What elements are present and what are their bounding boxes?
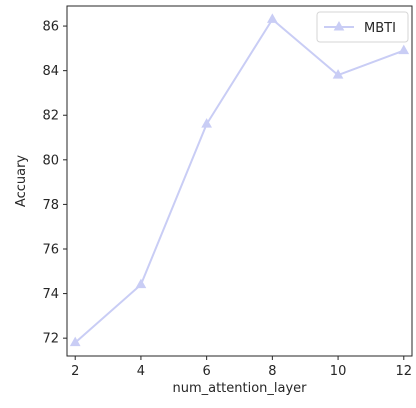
x-tick-label: 6 xyxy=(203,364,211,379)
y-tick-label: 86 xyxy=(42,20,59,35)
data-point xyxy=(332,69,344,79)
data-point xyxy=(201,118,212,128)
x-tick-label: 2 xyxy=(71,364,79,379)
y-tick-label: 74 xyxy=(42,287,59,302)
x-tick-label: 10 xyxy=(330,364,347,379)
series-line-mbti xyxy=(74,18,405,344)
data-point xyxy=(69,336,81,347)
y-axis-ticks: 72 74 76 78 80 82 84 86 xyxy=(42,20,67,347)
y-tick-label: 76 xyxy=(42,242,59,257)
x-tick-label: 12 xyxy=(396,364,413,379)
x-tick-label: 4 xyxy=(137,364,145,379)
y-tick-label: 84 xyxy=(42,64,59,79)
data-point xyxy=(267,13,278,23)
y-tick-label: 80 xyxy=(42,153,59,168)
x-tick-label: 8 xyxy=(268,364,276,379)
data-point xyxy=(398,44,410,55)
x-axis-ticks: 2 4 6 8 10 12 xyxy=(71,356,412,379)
y-axis-label: Accuary xyxy=(14,155,29,208)
y-tick-label: 72 xyxy=(42,332,59,347)
legend-label-mbti: MBTI xyxy=(364,21,396,36)
data-point xyxy=(135,278,147,289)
legend-marker-triangle xyxy=(333,20,345,31)
y-tick-label: 78 xyxy=(42,198,59,213)
y-tick-label: 82 xyxy=(42,109,59,124)
legend: MBTI xyxy=(316,11,409,43)
axes-frame xyxy=(66,5,413,357)
x-axis-label: num_attention_layer xyxy=(172,381,307,396)
series-layer xyxy=(69,13,410,347)
legend-box xyxy=(316,11,409,43)
